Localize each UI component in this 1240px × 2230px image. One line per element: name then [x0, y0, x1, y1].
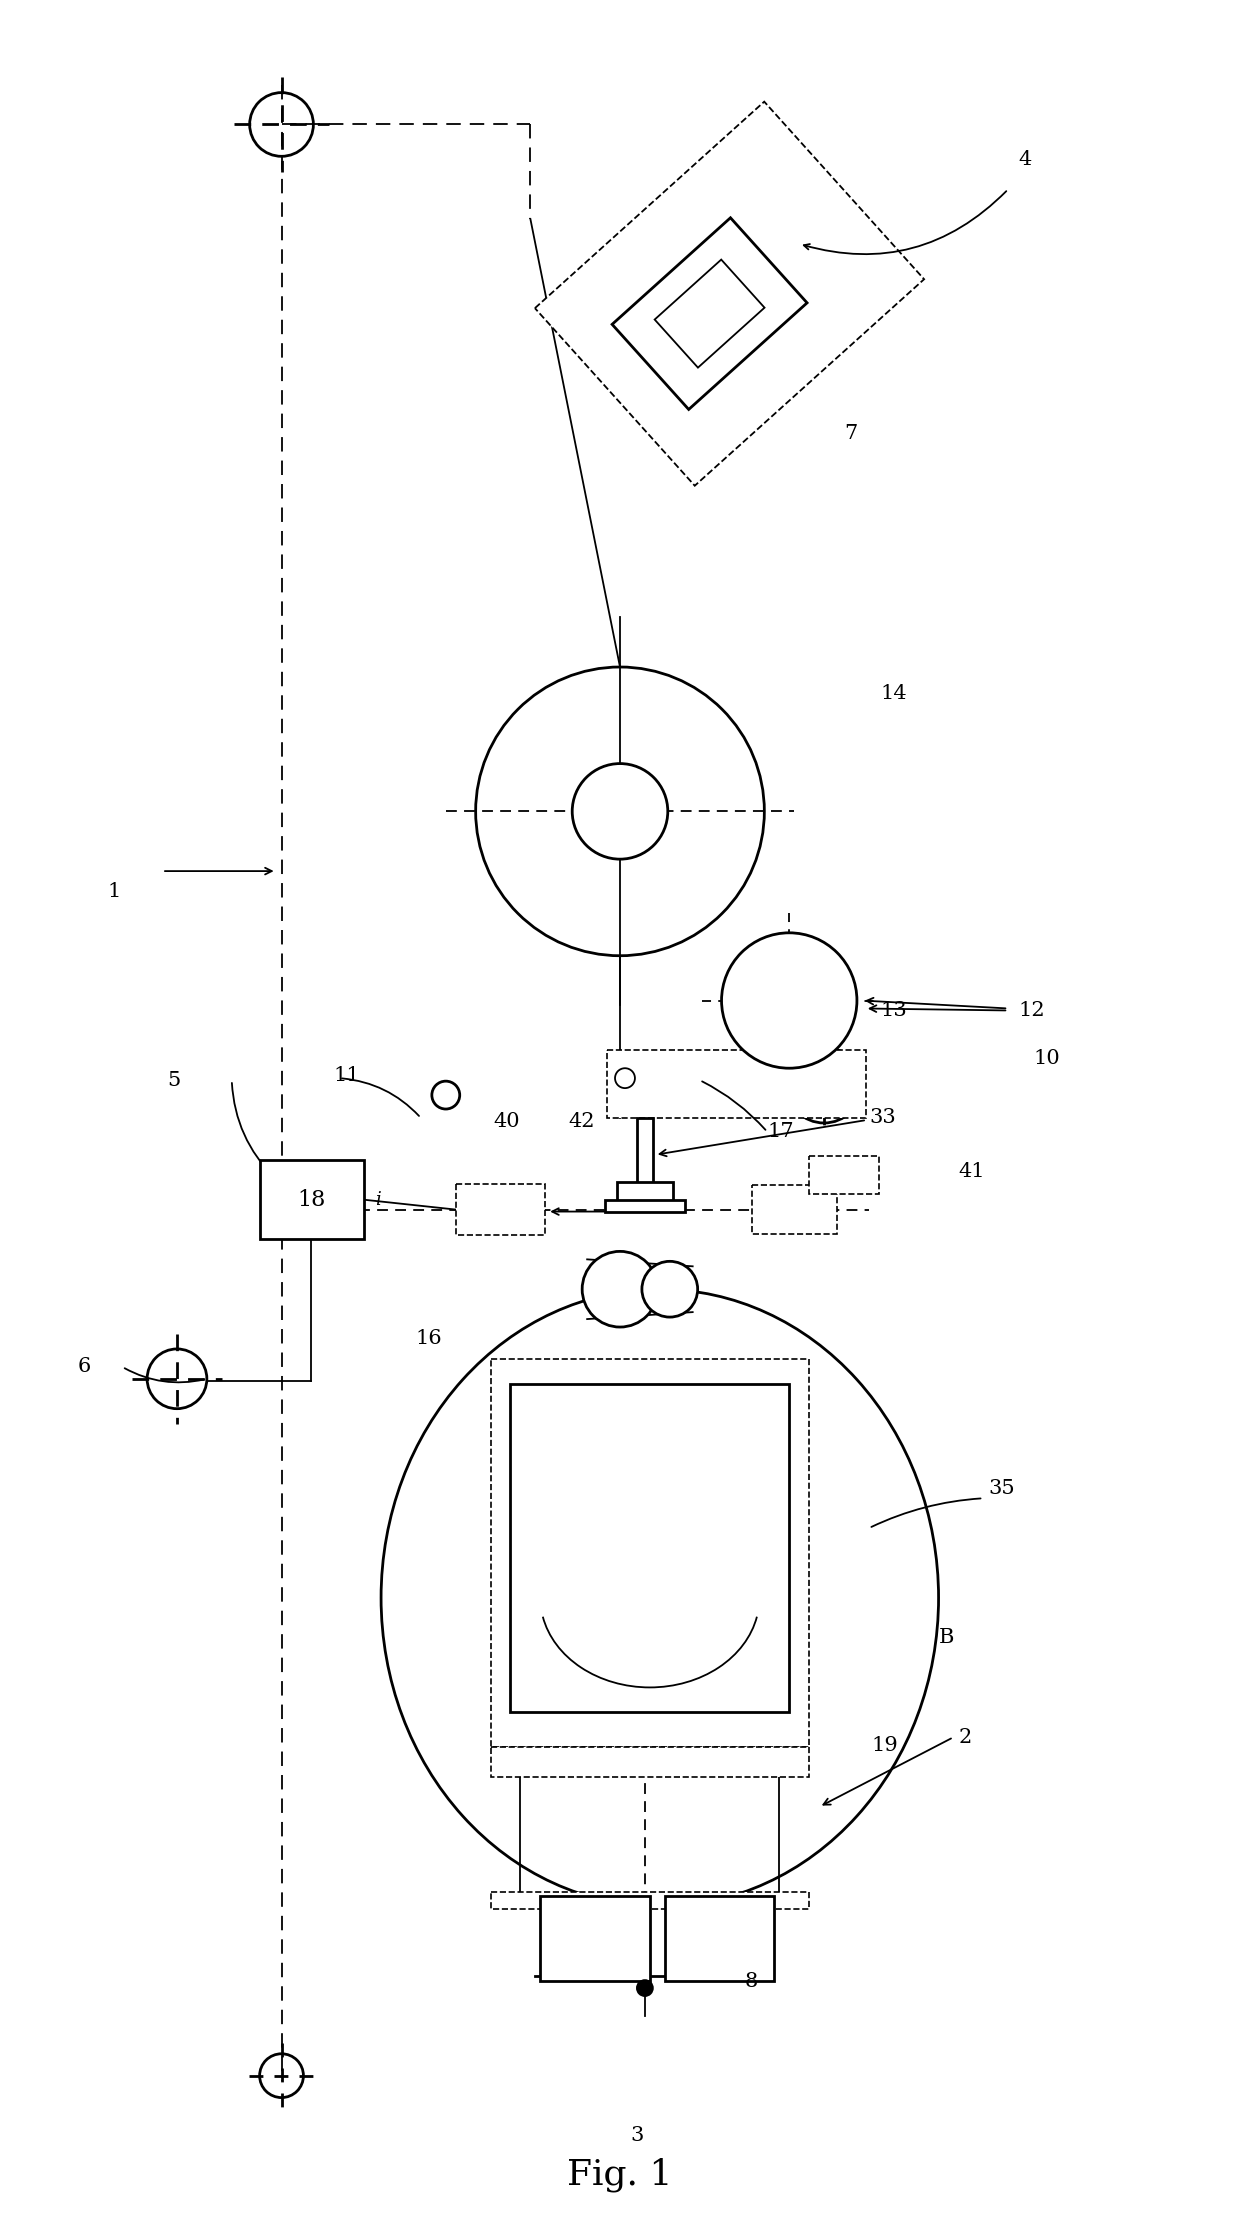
Text: 5: 5	[167, 1070, 180, 1090]
Circle shape	[722, 932, 857, 1068]
Circle shape	[572, 763, 668, 859]
Bar	[753, 1184, 837, 1235]
Circle shape	[582, 1251, 658, 1327]
Text: 13: 13	[880, 1001, 908, 1019]
Bar	[259, 1160, 365, 1240]
Text: 19: 19	[872, 1735, 899, 1755]
Text: 16: 16	[415, 1329, 443, 1349]
Text: 8: 8	[744, 1971, 758, 1991]
Polygon shape	[534, 103, 924, 486]
Text: 11: 11	[334, 1066, 360, 1084]
Circle shape	[476, 667, 764, 957]
Text: 17: 17	[768, 1122, 794, 1142]
Bar	[541, 1896, 650, 1980]
Bar	[491, 1746, 810, 1777]
Text: 1: 1	[108, 881, 120, 901]
Bar	[491, 1891, 810, 1909]
Text: 4: 4	[1018, 149, 1032, 169]
Bar	[456, 1184, 546, 1235]
Bar	[637, 1117, 652, 1186]
Bar	[605, 1200, 684, 1211]
Text: 14: 14	[880, 685, 908, 702]
Text: 33: 33	[869, 1108, 895, 1128]
Text: 12: 12	[1018, 1001, 1045, 1019]
Polygon shape	[655, 259, 765, 368]
Text: 3: 3	[630, 2125, 644, 2145]
Text: B: B	[939, 1628, 954, 1648]
Bar	[810, 1155, 879, 1193]
Text: 41: 41	[959, 1162, 985, 1182]
Text: Fig. 1: Fig. 1	[567, 2159, 673, 2192]
Text: 6: 6	[77, 1358, 91, 1376]
Text: 2: 2	[959, 1728, 972, 1746]
Text: 42: 42	[568, 1113, 595, 1131]
Text: 9: 9	[844, 1169, 857, 1186]
Bar	[511, 1385, 789, 1713]
Bar	[618, 1182, 673, 1202]
Text: 15: 15	[600, 1519, 626, 1539]
Text: 18: 18	[298, 1189, 326, 1211]
Text: 18: 18	[296, 1189, 324, 1206]
Text: 35: 35	[988, 1478, 1016, 1499]
Bar	[491, 1358, 810, 1746]
Circle shape	[642, 1262, 698, 1318]
Bar	[608, 1050, 866, 1117]
Polygon shape	[613, 219, 807, 410]
Circle shape	[615, 1068, 635, 1088]
Circle shape	[432, 1082, 460, 1108]
Text: 40: 40	[494, 1113, 521, 1131]
Text: 10: 10	[1033, 1048, 1060, 1068]
Text: i: i	[376, 1191, 381, 1209]
Circle shape	[637, 1980, 652, 1996]
Bar	[665, 1896, 774, 1980]
Text: 7: 7	[844, 424, 857, 442]
